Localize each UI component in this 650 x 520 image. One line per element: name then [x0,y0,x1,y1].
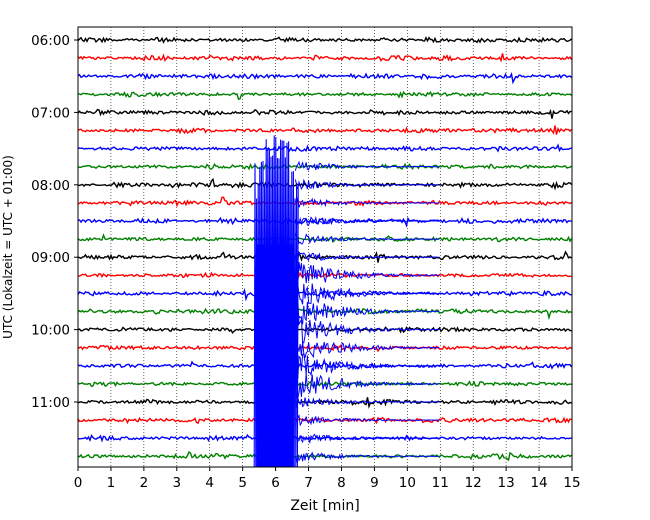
y-tick-label: 06:00 [31,33,70,49]
plot-frame [77,26,573,468]
x-tick-label: 1 [107,475,116,491]
trace-0845 [77,233,573,243]
trace-0645 [77,90,572,100]
x-tick-label: 3 [173,475,182,491]
earthquake-signal [253,135,440,468]
x-tick-label: 4 [205,475,214,491]
y-tick-label: 11:00 [31,395,70,411]
event-coda [294,414,440,427]
trace-0700 [77,108,572,119]
trace-0745 [77,162,572,171]
x-tick-label: 12 [465,475,482,491]
event-coda [294,451,440,463]
y-axis-ticks: 06:00 07:00 08:00 09:00 10:00 11:00 [31,33,78,411]
event-coda [294,373,440,400]
trace-0600 [77,36,572,44]
trace-0800 [77,177,573,191]
y-tick-label: 09:00 [31,250,70,266]
trace-1045 [77,380,572,388]
y-axis-label: UTC (Lokalzeit = UTC + 01:00) [1,155,15,339]
event-coda [294,251,440,264]
y-tick-label: 07:00 [31,105,70,121]
y-tick-label: 08:00 [31,178,70,194]
x-tick-label: 6 [271,475,280,491]
event-coda [294,215,440,226]
x-tick-label: 10 [399,475,416,491]
x-tick-label: 9 [370,475,379,491]
trace-0715 [77,125,573,135]
event-coda [294,283,440,305]
trace-0945 [77,307,572,321]
trace-0615 [77,53,573,63]
trace-group [77,36,573,462]
event-coda [294,233,440,245]
event-coda [294,197,440,208]
event-coda [295,433,440,445]
x-axis-label: Zeit [min] [290,498,359,514]
event-coda [294,315,440,345]
x-tick-label: 7 [304,475,313,491]
x-axis-ticks: 0 1 2 3 4 5 6 7 8 9 10 11 12 13 14 15 [74,467,581,491]
trace-0730 [77,143,572,153]
event-coda [294,397,440,408]
x-tick-label: 8 [337,475,346,491]
trace-1100 [77,397,572,410]
trace-0900 [77,250,572,263]
trace-0630 [77,72,572,85]
x-tick-label: 13 [498,475,515,491]
x-tick-label: 2 [140,475,149,491]
trace-0915 [77,271,572,279]
event-fill [256,244,294,467]
event-coda [294,178,440,191]
x-tick-label: 14 [530,475,547,491]
x-tick-label: 15 [563,475,580,491]
event-coda [294,160,440,171]
trace-1030 [77,360,573,370]
x-tick-label: 5 [238,475,247,491]
event-coda [294,333,440,359]
y-tick-label: 10:00 [31,323,70,339]
event-coda [294,298,440,326]
event-coda [294,353,440,379]
x-tick-label: 0 [74,475,83,491]
event-coda [295,261,440,290]
x-tick-label: 11 [432,475,449,491]
